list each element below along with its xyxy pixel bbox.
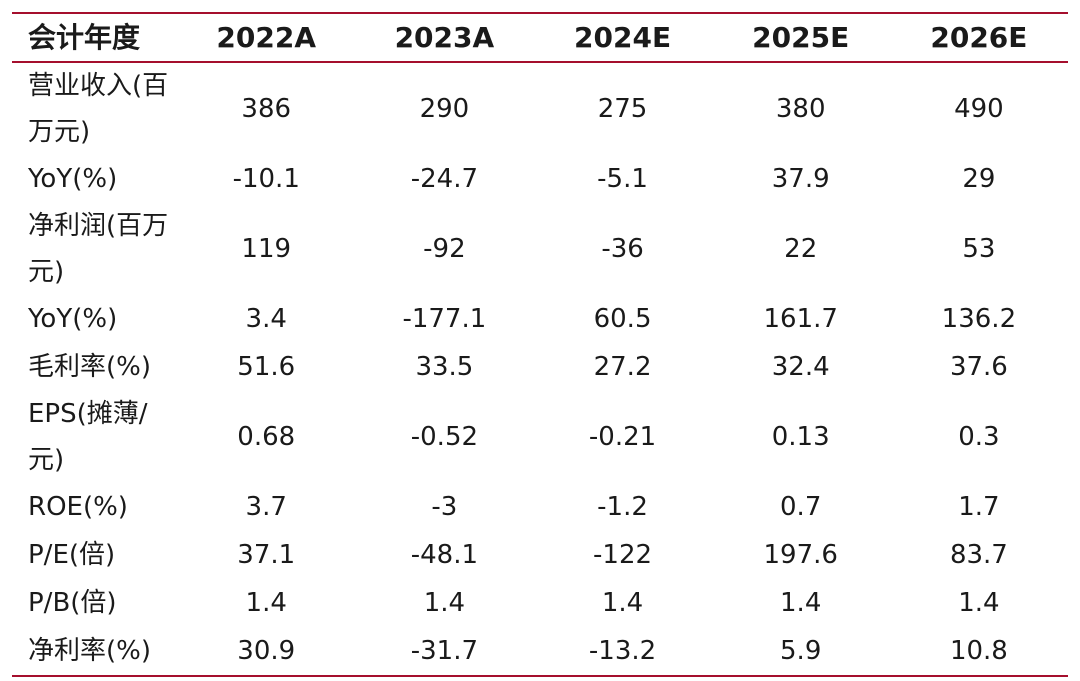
- table-cell: 10.8: [889, 627, 1068, 677]
- row-label-gross-margin: 毛利率(%): [28, 352, 151, 382]
- table-cell: 30.9: [177, 627, 356, 677]
- header-2025e: 2025E: [711, 12, 890, 63]
- table-cell: -5.1: [597, 164, 648, 194]
- table-cell: 83.7: [949, 540, 1008, 570]
- header-2022a: 2022A: [177, 12, 356, 63]
- row-label-net-profit: 净利润(百万元): [28, 211, 169, 287]
- table-cell: -3: [431, 492, 458, 522]
- row-label-pe: P/E(倍): [28, 540, 116, 570]
- table-cell: 0.3: [958, 422, 1000, 452]
- row-label-pb: P/B(倍): [28, 588, 117, 618]
- header-2026e: 2026E: [889, 12, 1068, 63]
- table-cell: 33.5: [415, 352, 474, 382]
- table-cell: 1.7: [958, 492, 1000, 522]
- table-cell: 37.1: [237, 540, 296, 570]
- table-cell: 119: [241, 234, 292, 264]
- financial-forecast-table: 会计年度 2022A 2023A 2024E 2025E 2026E 营业收入(…: [12, 12, 1068, 677]
- table-row: 营业收入(百万元) 386 290 275 380 490: [12, 62, 1068, 155]
- row-label-eps: EPS(摊薄/元): [28, 399, 148, 475]
- table-cell: 37.9: [771, 164, 830, 194]
- table-cell: 0.68: [237, 422, 296, 452]
- table-cell: 136.2: [941, 304, 1017, 334]
- table-cell: 490: [954, 94, 1004, 124]
- table-cell: -0.21: [588, 422, 657, 452]
- table-cell: 1.4: [423, 588, 466, 618]
- table-cell: 53: [962, 234, 996, 264]
- table-cell: 27.2: [593, 352, 652, 382]
- table-row: 净利润(百万元) 119 -92 -36 22 53: [12, 203, 1068, 295]
- table-cell: 22: [784, 234, 818, 264]
- table-cell: 60.5: [593, 304, 652, 334]
- table-cell: 0.7: [780, 492, 822, 522]
- table-cell: 290: [419, 94, 470, 124]
- row-label-net-margin: 净利率(%): [12, 627, 178, 677]
- table-cell: -10.1: [232, 164, 300, 194]
- table-cell: -13.2: [533, 627, 712, 677]
- table-cell: 380: [775, 94, 826, 124]
- table-cell: 3.7: [245, 492, 287, 522]
- table-row: ROE(%) 3.7 -3 -1.2 0.7 1.7: [12, 483, 1068, 531]
- table-cell: -92: [423, 234, 466, 264]
- row-label-revenue: 营业收入(百万元): [28, 71, 169, 147]
- table-cell: 197.6: [763, 540, 838, 570]
- table-cell: -177.1: [402, 304, 487, 334]
- table-cell: 32.4: [771, 352, 830, 382]
- table-cell: 1.4: [958, 588, 1000, 618]
- table-cell: -31.7: [355, 627, 534, 677]
- table-cell: 37.6: [949, 352, 1008, 382]
- table-cell: 386: [241, 94, 292, 124]
- table-row: P/B(倍) 1.4 1.4 1.4 1.4 1.4: [12, 579, 1068, 627]
- table-row: YoY(%) -10.1 -24.7 -5.1 37.9 29: [12, 155, 1068, 203]
- header-fiscal-year: 会计年度: [12, 12, 178, 63]
- table-cell: -36: [601, 234, 644, 264]
- table-row: YoY(%) 3.4 -177.1 60.5 161.7 136.2: [12, 295, 1068, 343]
- table-cell: 1.4: [245, 588, 287, 618]
- table-cell: 29: [962, 164, 996, 194]
- table-cell: -1.2: [597, 492, 648, 522]
- table-cell: 5.9: [711, 627, 890, 677]
- row-label-roe: ROE(%): [28, 492, 128, 522]
- table-row: EPS(摊薄/元) 0.68 -0.52 -0.21 0.13 0.3: [12, 391, 1068, 483]
- header-2024e: 2024E: [533, 12, 712, 63]
- table-cell: 1.4: [601, 588, 644, 618]
- header-2023a: 2023A: [355, 12, 534, 63]
- table-cell: 275: [597, 94, 648, 124]
- row-label-revenue-yoy: YoY(%): [28, 164, 118, 194]
- table-cell: -24.7: [410, 164, 479, 194]
- table-cell: 1.4: [780, 588, 822, 618]
- table-cell: 51.6: [237, 352, 296, 382]
- table-row: 毛利率(%) 51.6 33.5 27.2 32.4 37.6: [12, 343, 1068, 391]
- table-cell: 161.7: [763, 304, 838, 334]
- table-cell: 0.13: [771, 422, 830, 452]
- table-header-row: 会计年度 2022A 2023A 2024E 2025E 2026E: [12, 12, 1068, 63]
- table-cell: -48.1: [410, 540, 479, 570]
- table-cell: -0.52: [410, 422, 479, 452]
- row-label-net-profit-yoy: YoY(%): [28, 304, 118, 334]
- table-row: 净利率(%) 30.9 -31.7 -13.2 5.9 10.8: [12, 627, 1068, 677]
- table-cell: 3.4: [245, 304, 287, 334]
- table-cell: -122: [593, 540, 653, 570]
- table-row: P/E(倍) 37.1 -48.1 -122 197.6 83.7: [12, 531, 1068, 579]
